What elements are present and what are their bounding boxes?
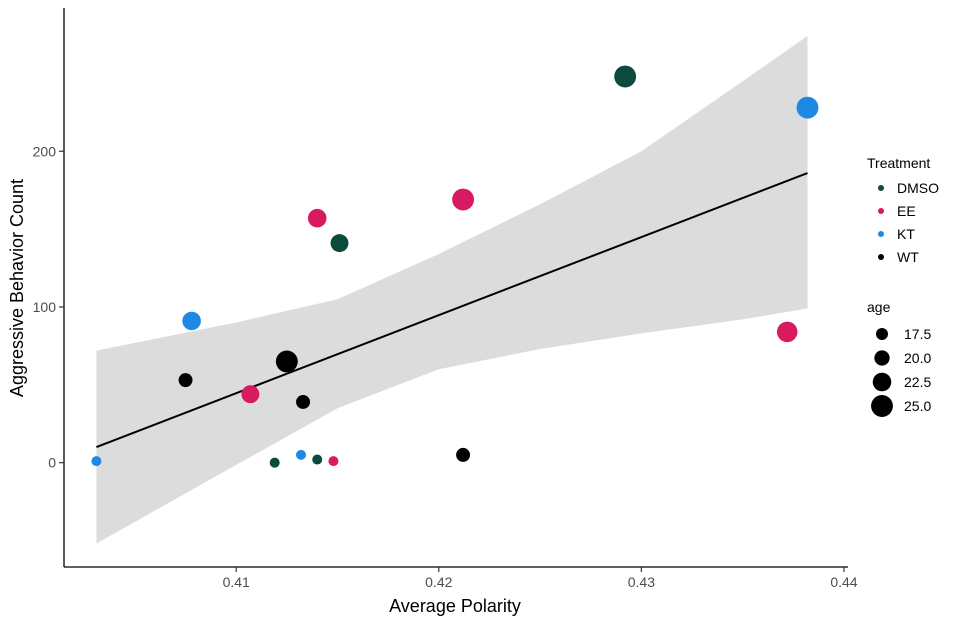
data-point-ee [307, 208, 327, 228]
legend: Treatment DMSO EE KT WT age 17.5 20.0 22.5 25.… [867, 155, 939, 417]
data-point-ee [328, 456, 339, 467]
data-point-wt [296, 394, 311, 409]
regression-line-layer [96, 172, 808, 449]
treatment-legend-items: DMSO EE KT WT [878, 180, 939, 265]
age-legend-title: age [867, 299, 891, 315]
age-legend-key [874, 350, 890, 366]
y-tick-label: 200 [33, 143, 57, 159]
x-axis-label: Average Polarity [389, 596, 521, 616]
confidence-band-layer [96, 36, 808, 544]
age-legend: age 17.5 20.0 22.5 25.0 [867, 299, 931, 417]
data-point-wt [178, 373, 193, 388]
data-point-kt [91, 456, 102, 467]
axes: 0.41 0.42 0.43 0.44 0 100 200 Average Polarit… [7, 8, 858, 616]
x-tick-label: 0.41 [223, 574, 250, 590]
data-point-wt [456, 447, 471, 462]
data-point-kt [796, 96, 819, 119]
x-tick-label: 0.44 [830, 574, 857, 590]
data-point-wt [275, 350, 298, 373]
x-tick-label: 0.43 [628, 574, 655, 590]
y-axis-ticks: 0 100 200 [33, 143, 64, 471]
y-tick-label: 100 [33, 299, 57, 315]
legend-label-wt: WT [897, 249, 919, 265]
legend-label-dmso: DMSO [897, 180, 939, 196]
age-legend-key [876, 328, 888, 340]
age-legend-key [872, 372, 892, 392]
legend-label-kt: KT [897, 226, 915, 242]
age-legend-label: 25.0 [904, 398, 931, 414]
data-point-kt [182, 311, 201, 331]
age-legend-label: 17.5 [904, 326, 931, 342]
data-point-ee [776, 321, 798, 343]
plot-panel [91, 36, 819, 544]
y-tick-label: 0 [48, 455, 56, 471]
data-point-dmso [312, 454, 323, 465]
confidence-band [96, 36, 808, 544]
age-legend-label: 20.0 [904, 350, 931, 366]
legend-key-kt [878, 231, 884, 237]
x-tick-label: 0.42 [425, 574, 452, 590]
data-point-dmso [614, 65, 637, 88]
y-axis-label: Aggressive Behavior Count [7, 179, 27, 397]
data-point-kt [296, 449, 307, 460]
data-points-layer [91, 65, 819, 468]
treatment-legend-title: Treatment [867, 155, 930, 171]
age-legend-items: 17.5 20.0 22.5 25.0 [871, 326, 931, 417]
data-point-ee [241, 385, 260, 404]
data-point-dmso [269, 457, 280, 468]
legend-label-ee: EE [897, 203, 916, 219]
age-legend-label: 22.5 [904, 374, 931, 390]
x-axis-ticks: 0.41 0.42 0.43 0.44 [223, 567, 858, 590]
legend-key-ee [878, 208, 884, 214]
legend-key-wt [878, 254, 884, 260]
data-point-dmso [330, 234, 349, 253]
age-legend-key [871, 395, 893, 417]
treatment-legend: Treatment DMSO EE KT WT [867, 155, 939, 265]
legend-key-dmso [878, 185, 884, 191]
regression-line [96, 172, 808, 449]
data-point-ee [452, 188, 475, 211]
